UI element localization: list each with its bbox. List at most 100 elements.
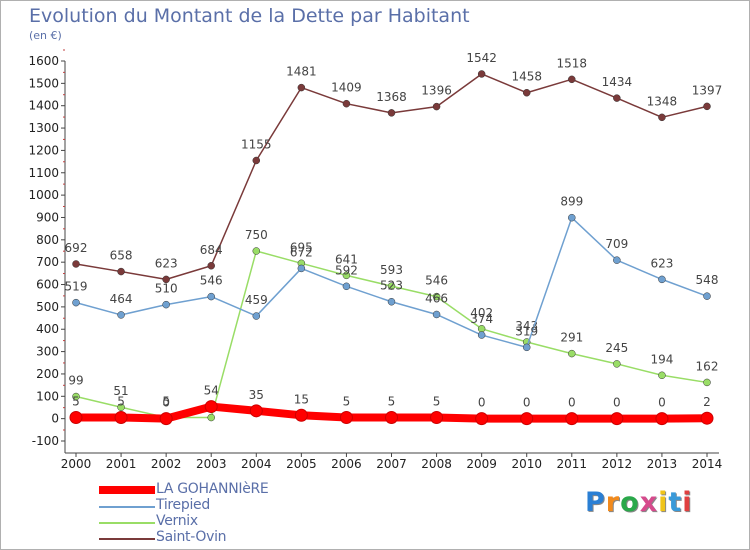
data-point [658, 371, 666, 380]
data-label: 1434 [602, 75, 633, 89]
data-label: 1397 [692, 83, 723, 97]
chart-svg: -100010020030040050060070080090010001100… [28, 49, 723, 471]
x-tick-label: 2006 [331, 457, 362, 471]
legend-label: Tirepied [156, 497, 210, 513]
data-point [568, 213, 576, 222]
y-tick-label: 400 [36, 322, 59, 336]
data-point [700, 411, 714, 425]
legend-swatch [99, 506, 155, 508]
data-label: 5 [388, 395, 396, 409]
data-point [520, 412, 534, 426]
x-tick-label: 2003 [196, 457, 227, 471]
legend-swatch [99, 486, 155, 494]
data-point [568, 75, 576, 84]
data-label: 1368 [376, 90, 407, 104]
data-point [159, 412, 173, 426]
data-point [204, 400, 218, 414]
y-tick-label: 1000 [28, 188, 59, 202]
data-label: 1458 [511, 70, 542, 84]
data-label: 1348 [647, 94, 678, 108]
data-point [703, 102, 711, 111]
data-label: 99 [68, 374, 83, 388]
data-label: 466 [425, 291, 448, 305]
data-label: 1518 [557, 56, 588, 70]
logo-letter: t [668, 487, 683, 518]
data-point [252, 312, 261, 320]
data-point [249, 404, 263, 418]
data-point [114, 411, 128, 425]
data-point [432, 310, 441, 319]
x-tick-label: 2005 [286, 457, 317, 471]
data-label: 623 [650, 256, 673, 270]
y-tick-label: 1500 [28, 76, 59, 90]
data-label: 54 [204, 384, 219, 398]
data-label: 1542 [466, 51, 497, 65]
series-0: 5 5 054 35 15 5 5 5 0 0 0 0 0 2 [69, 384, 714, 426]
legend-label: Vernix [156, 513, 198, 529]
data-label: 548 [696, 273, 719, 287]
data-point [72, 392, 80, 401]
x-tick-label: 2014 [692, 457, 723, 471]
data-point [207, 262, 215, 270]
data-label: 1409 [331, 81, 362, 95]
data-label: 162 [696, 359, 719, 373]
legend-swatch [99, 522, 155, 524]
y-tick-label: 1100 [28, 166, 59, 180]
data-label: 5 [117, 395, 125, 409]
y-tick-label: 900 [36, 210, 59, 224]
data-point [162, 300, 170, 309]
data-point [339, 411, 353, 425]
y-tick-label: 300 [36, 345, 59, 359]
x-tick-label: 2008 [421, 457, 452, 471]
x-tick-label: 2000 [61, 457, 92, 471]
data-label: 319 [515, 324, 538, 338]
data-label: 5 [162, 395, 170, 409]
chart-subtitle: (en €) [29, 29, 62, 42]
data-point [430, 411, 444, 425]
data-point [610, 412, 624, 426]
y-tick-label: 800 [36, 233, 59, 247]
data-point [613, 94, 621, 102]
y-tick-label: 1200 [28, 143, 59, 157]
data-label: 0 [162, 396, 170, 410]
y-tick-label: 700 [36, 255, 59, 269]
data-label: 15 [294, 392, 309, 406]
data-point [477, 325, 486, 333]
data-label: 0 [523, 396, 531, 410]
data-label: 1155 [241, 137, 272, 151]
data-label: 623 [155, 256, 178, 270]
data-label: 5 [343, 395, 351, 409]
data-label: 546 [425, 274, 448, 288]
x-tick-label: 2011 [557, 457, 588, 471]
x-tick-label: 2004 [241, 457, 272, 471]
data-label: 51 [113, 384, 128, 398]
y-tick-label: 1600 [28, 54, 59, 68]
x-tick-label: 2002 [151, 457, 182, 471]
logo-letter: i [682, 487, 693, 518]
data-label: 0 [658, 396, 666, 410]
y-tick-label: 500 [36, 300, 59, 314]
data-point [387, 297, 396, 306]
y-tick-label: 200 [36, 367, 59, 381]
data-label: 464 [110, 292, 133, 306]
data-point [387, 282, 396, 290]
data-point [387, 109, 396, 117]
y-tick-label: 1400 [28, 99, 59, 113]
data-point [658, 113, 666, 122]
series-3: 692 658 623 684 1155 1481 1409 1368 1396 1542 1458… [65, 51, 723, 284]
data-point [252, 247, 261, 255]
proxiti-logo: Proxiti [585, 487, 693, 518]
x-tick-label: 2010 [511, 457, 542, 471]
data-label: 0 [568, 396, 576, 410]
data-point [703, 378, 711, 387]
data-label: 35 [249, 388, 264, 402]
data-label: 1396 [421, 84, 452, 98]
data-point [477, 70, 486, 78]
data-label: 1481 [286, 65, 317, 79]
x-tick-label: 2007 [376, 457, 407, 471]
data-point [297, 264, 306, 273]
data-point [297, 83, 306, 92]
data-label: 5 [72, 395, 80, 409]
data-label: 546 [200, 274, 223, 288]
